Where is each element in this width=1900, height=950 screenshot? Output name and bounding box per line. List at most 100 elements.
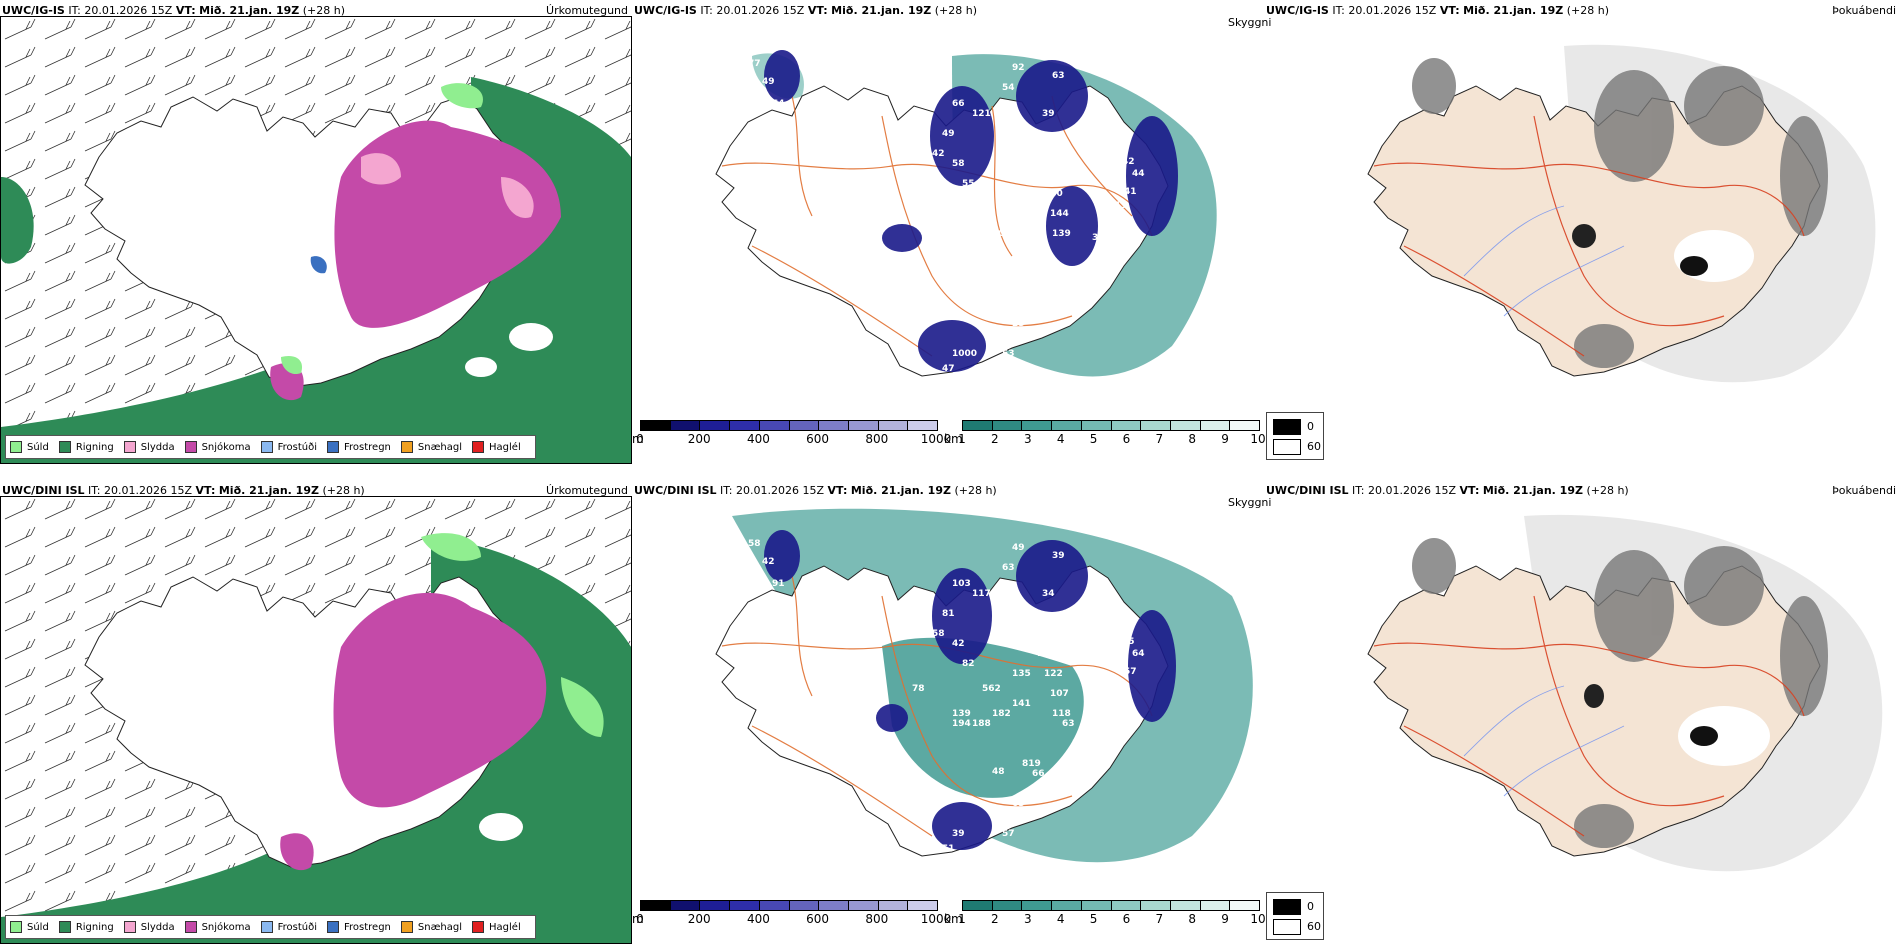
- elevation-label: 58: [748, 539, 761, 549]
- colorbar-segment: [670, 421, 701, 430]
- colorbar-tick-label: 3: [1023, 432, 1032, 446]
- elevation-label: 67: [992, 287, 1005, 297]
- elevation-label: 53: [1002, 349, 1015, 359]
- elevation-label: 77: [748, 59, 761, 69]
- colorbar-tick-label: 6: [1122, 912, 1131, 926]
- panel-header: UWC/IG-IS IT: 20.01.2026 15Z VT: Mið. 21…: [1266, 4, 1610, 17]
- elevation-label: 141: [1012, 699, 1031, 709]
- colorbar-segment: [878, 901, 909, 910]
- legend-item-haglel: Haglél: [472, 441, 521, 453]
- legend-item-snjokoma: Snjókoma: [184, 921, 251, 933]
- elevation-label: 65: [1012, 799, 1025, 809]
- elevation-label: 58: [952, 159, 965, 169]
- panel-header: UWC/DINI ISL IT: 20.01.2026 15Z VT: Mið.…: [1266, 484, 1629, 497]
- colorbar-tick-label: 1: [958, 912, 966, 926]
- elevation-label: 103: [952, 579, 971, 589]
- legend-item-snaehagl: Snæhagl: [400, 921, 462, 933]
- legend-item-rigning: Rigning: [58, 921, 114, 933]
- cloud-map: 77 49 64 92 54 63 39 33 40 42 44 41 43 38 30 36 50 51 163 2…: [632, 16, 1264, 456]
- elevation-label: 39: [1042, 109, 1055, 119]
- colorbar-segment: [1111, 901, 1142, 910]
- colorbar-segment: [641, 421, 671, 430]
- colorbar-segment: [759, 901, 790, 910]
- elevation-label: 99: [982, 204, 995, 214]
- elevation-label: 64: [1132, 649, 1145, 659]
- cloud-title: Skyggni: [1228, 16, 1272, 29]
- colorbar-segment: [848, 421, 879, 430]
- legend-item-frostregn: Frostregn: [327, 441, 391, 453]
- colorbar-tick-label: 10: [1250, 432, 1266, 446]
- precip-map: Súld Rigning Slydda Snjókoma Frostúði Fr…: [0, 496, 632, 944]
- elevation-label: 174: [1064, 761, 1083, 771]
- elevation-label: 163: [1032, 149, 1051, 159]
- elevation-label: 41: [962, 379, 975, 389]
- colorbar-tick-label: 9: [1221, 912, 1229, 926]
- elevation-label: 37: [1032, 289, 1045, 299]
- colorbar-segment: [700, 901, 731, 910]
- elevation-label: 50: [1084, 267, 1097, 277]
- colorbar-tick-label: 200: [687, 912, 711, 926]
- elevation-label: 178: [1032, 629, 1051, 639]
- elevation-label: 36: [1100, 251, 1113, 261]
- colorbar-tick-label: 600: [806, 912, 830, 926]
- elevation-label: 57: [1002, 829, 1015, 839]
- elevation-label: 49: [942, 129, 955, 139]
- elevation-label: 122: [1044, 669, 1063, 679]
- colorbar-tick-label: 5: [1089, 432, 1098, 446]
- elevation-label: 89: [952, 239, 965, 249]
- colorbar-tick-label: 800: [865, 912, 889, 926]
- elevation-label: 42: [762, 557, 775, 567]
- fog-title: Þokuábendi: [1832, 484, 1896, 497]
- colorbar-tick-label: 1000: [920, 912, 952, 926]
- elevation-label: 37: [1072, 739, 1085, 749]
- elevation-label: 41: [1124, 187, 1137, 197]
- colorbar-tick-label: 7: [1155, 432, 1164, 446]
- colorbar-tick-label: 9: [1221, 432, 1229, 446]
- legend-item-slydda: Slydda: [123, 441, 175, 453]
- elevation-label: 280: [1044, 189, 1063, 199]
- elevation-label: 125: [1022, 619, 1041, 629]
- elevation-label: 139: [952, 709, 971, 719]
- elevation-label: 194: [952, 719, 971, 729]
- elevation-label: 819: [1022, 759, 1041, 769]
- colorbar-segment: [1170, 421, 1201, 430]
- panel-header: UWC/DINI ISL IT: 20.01.2026 15Z VT: Mið.…: [2, 484, 365, 497]
- fog-panel: UWC/IG-IS IT: 20.01.2026 15Z VT: Mið. 21…: [1264, 0, 1900, 470]
- colorbar-segment: [1022, 421, 1053, 430]
- colorbar-tick-label: 2: [991, 912, 999, 926]
- legend-item-frostudi: Frostúði: [260, 441, 317, 453]
- elevation-label: 78: [912, 684, 925, 694]
- elevation-label: 58: [932, 629, 945, 639]
- elevation-label: 330: [1012, 219, 1031, 229]
- panel-header: UWC/IG-IS IT: 20.01.2026 15Z VT: Mið. 21…: [2, 4, 346, 17]
- elevation-label: 38: [1104, 219, 1117, 229]
- colorbar-segment: [1230, 901, 1260, 910]
- elevation-label: 92: [1012, 63, 1025, 73]
- elevation-label: 66: [952, 99, 965, 109]
- elevation-label: 42: [952, 639, 965, 649]
- elevation-label: 107: [1050, 689, 1069, 699]
- elevation-label: 109: [1100, 731, 1119, 741]
- elevation-label: 49: [1012, 543, 1025, 553]
- colorbar-segment: [1170, 901, 1201, 910]
- cloud-base-colorbar: [640, 900, 938, 911]
- colorbar-segment: [1111, 421, 1142, 430]
- cloud-title: Skyggni: [1228, 496, 1272, 509]
- visibility-colorbar: [962, 420, 1260, 431]
- fog-panel: UWC/DINI ISL IT: 20.01.2026 15Z VT: Mið.…: [1264, 480, 1900, 950]
- elevation-label: 83: [1047, 309, 1060, 319]
- cloud-base-colorbar: [640, 420, 938, 431]
- elevation-label: 54: [1002, 83, 1015, 93]
- elevation-label: 91: [772, 579, 785, 589]
- colorbar-segment: [992, 901, 1023, 910]
- elevation-label: 55: [962, 179, 975, 189]
- elevation-label: 36: [1104, 699, 1117, 709]
- elevation-label: 117: [972, 589, 991, 599]
- colorbar-segment: [1081, 421, 1112, 430]
- colorbar-segment: [730, 901, 760, 910]
- colorbar-tick-label: 400: [746, 912, 770, 926]
- legend-item-slydda: Slydda: [123, 921, 175, 933]
- colorbar-segment: [789, 421, 820, 430]
- colorbar-row: m 0 200 400 600 800 1000 km 1 2 3 4 5 6 7 8 9 10: [632, 900, 1266, 940]
- elevation-label: 87: [1012, 189, 1025, 199]
